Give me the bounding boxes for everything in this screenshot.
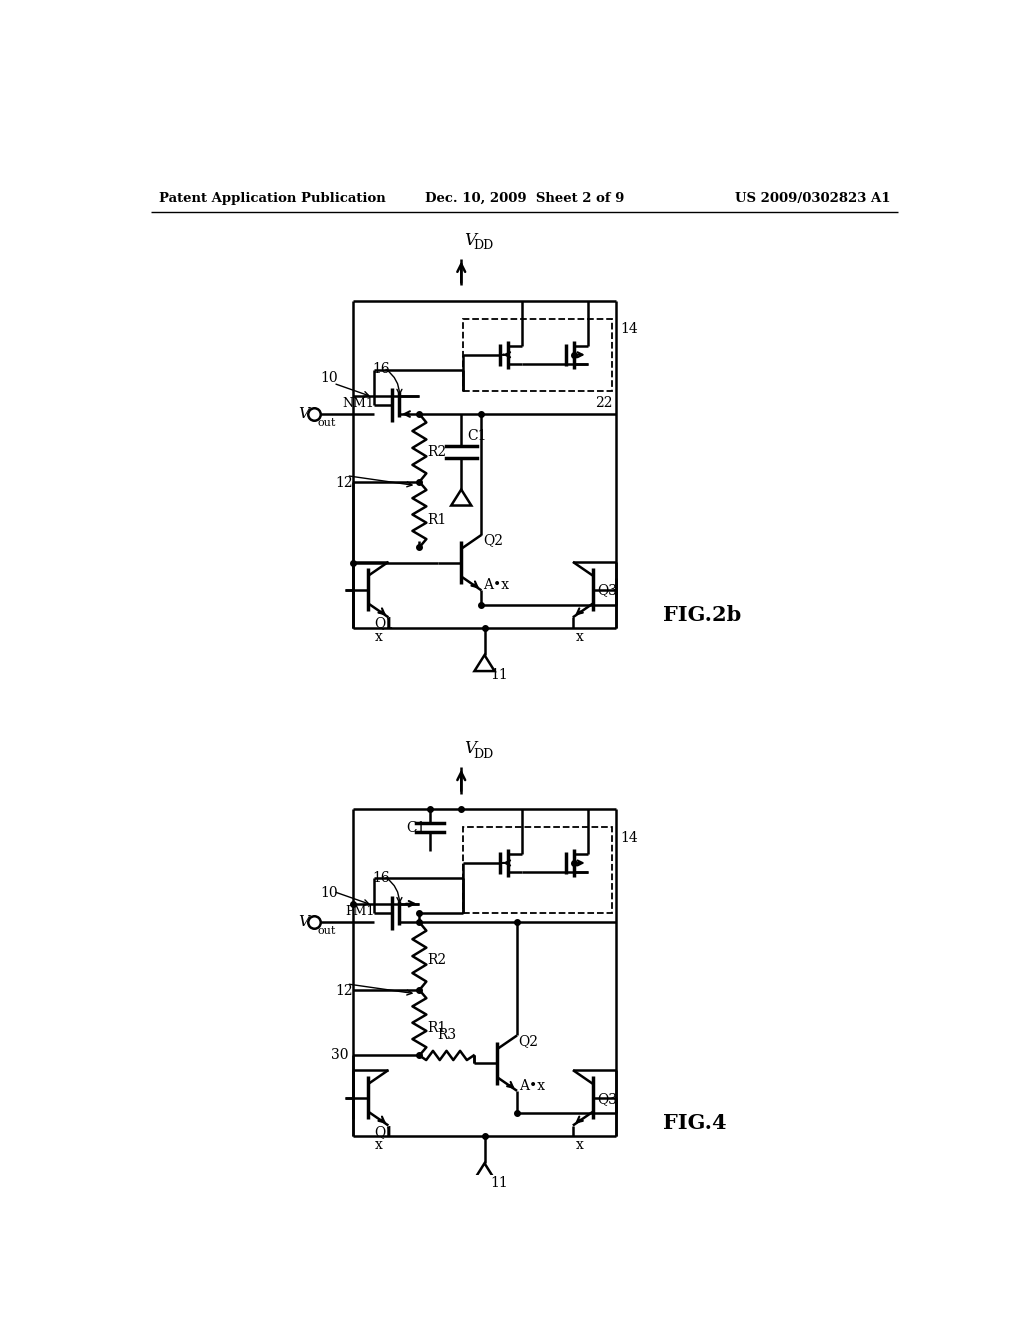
Text: A•x: A•x [518, 1078, 545, 1093]
Text: 14: 14 [621, 322, 638, 337]
Text: 11: 11 [490, 668, 509, 682]
Text: A•x: A•x [483, 578, 509, 593]
Text: Patent Application Publication: Patent Application Publication [159, 191, 386, 205]
Text: FIG.2b: FIG.2b [663, 605, 741, 624]
Polygon shape [474, 655, 495, 671]
Text: V: V [298, 407, 309, 421]
Text: 10: 10 [321, 886, 338, 900]
Text: 14: 14 [621, 830, 638, 845]
Polygon shape [474, 1163, 495, 1179]
Text: PM1: PM1 [345, 906, 375, 917]
Text: 10: 10 [321, 371, 338, 385]
Text: 22: 22 [595, 396, 612, 411]
Text: DD: DD [474, 747, 494, 760]
Text: V: V [464, 741, 476, 758]
Text: 16: 16 [372, 871, 390, 884]
Text: 11: 11 [490, 1176, 509, 1191]
Text: Q3: Q3 [597, 583, 616, 598]
Text: 30: 30 [332, 1048, 349, 1063]
Text: Q3: Q3 [597, 1092, 616, 1106]
Text: V: V [298, 915, 309, 929]
Text: Q1: Q1 [375, 1125, 394, 1139]
Text: Dec. 10, 2009  Sheet 2 of 9: Dec. 10, 2009 Sheet 2 of 9 [425, 191, 625, 205]
Text: Q2: Q2 [518, 1034, 539, 1048]
Text: out: out [317, 927, 336, 936]
Text: x: x [575, 1138, 584, 1152]
Text: R1: R1 [427, 512, 446, 527]
Text: R2: R2 [427, 953, 446, 968]
Text: 12: 12 [336, 475, 353, 490]
Text: x: x [375, 630, 382, 644]
Text: C1: C1 [467, 429, 487, 444]
Text: R2: R2 [427, 445, 446, 459]
Text: NM1: NM1 [343, 397, 375, 409]
Text: 12: 12 [336, 983, 353, 998]
Text: C1: C1 [407, 821, 426, 834]
Text: R1: R1 [427, 1020, 446, 1035]
Text: V: V [464, 232, 476, 249]
Text: 16: 16 [372, 363, 390, 376]
Text: x: x [375, 1138, 382, 1152]
Bar [463, 826, 612, 913]
Text: out: out [317, 418, 336, 428]
Text: FIG.4: FIG.4 [663, 1113, 726, 1133]
Polygon shape [452, 490, 471, 506]
Text: x: x [575, 630, 584, 644]
Bar [463, 318, 612, 391]
Text: Q2: Q2 [483, 533, 503, 548]
Text: DD: DD [474, 239, 494, 252]
Text: Q1: Q1 [375, 616, 394, 631]
Text: US 2009/0302823 A1: US 2009/0302823 A1 [735, 191, 891, 205]
Text: R3: R3 [437, 1027, 456, 1041]
